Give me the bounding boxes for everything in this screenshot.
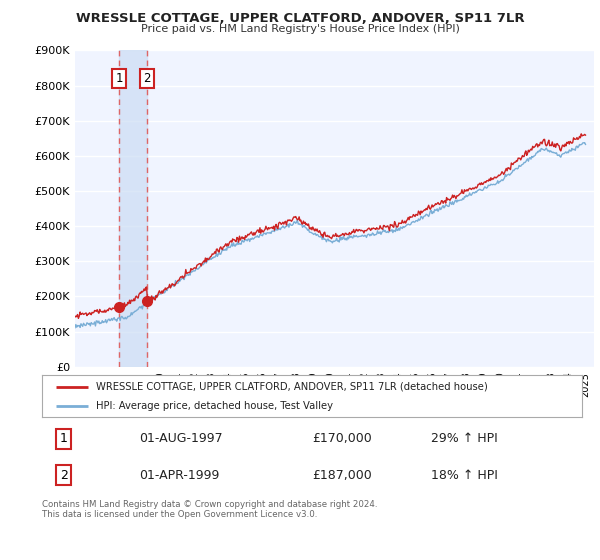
Text: 2: 2 — [143, 72, 151, 85]
Text: 1: 1 — [59, 432, 68, 445]
Text: 01-AUG-1997: 01-AUG-1997 — [139, 432, 223, 445]
Text: 1: 1 — [115, 72, 123, 85]
Text: 2: 2 — [59, 469, 68, 482]
Text: Price paid vs. HM Land Registry's House Price Index (HPI): Price paid vs. HM Land Registry's House … — [140, 24, 460, 34]
Text: 18% ↑ HPI: 18% ↑ HPI — [431, 469, 497, 482]
Text: WRESSLE COTTAGE, UPPER CLATFORD, ANDOVER, SP11 7LR: WRESSLE COTTAGE, UPPER CLATFORD, ANDOVER… — [76, 12, 524, 25]
Text: HPI: Average price, detached house, Test Valley: HPI: Average price, detached house, Test… — [96, 401, 333, 411]
Text: 01-APR-1999: 01-APR-1999 — [139, 469, 220, 482]
Text: 29% ↑ HPI: 29% ↑ HPI — [431, 432, 497, 445]
Text: WRESSLE COTTAGE, UPPER CLATFORD, ANDOVER, SP11 7LR (detached house): WRESSLE COTTAGE, UPPER CLATFORD, ANDOVER… — [96, 381, 488, 391]
Text: Contains HM Land Registry data © Crown copyright and database right 2024.
This d: Contains HM Land Registry data © Crown c… — [42, 500, 377, 519]
Text: £170,000: £170,000 — [312, 432, 372, 445]
Text: £187,000: £187,000 — [312, 469, 372, 482]
Bar — [119, 50, 148, 367]
